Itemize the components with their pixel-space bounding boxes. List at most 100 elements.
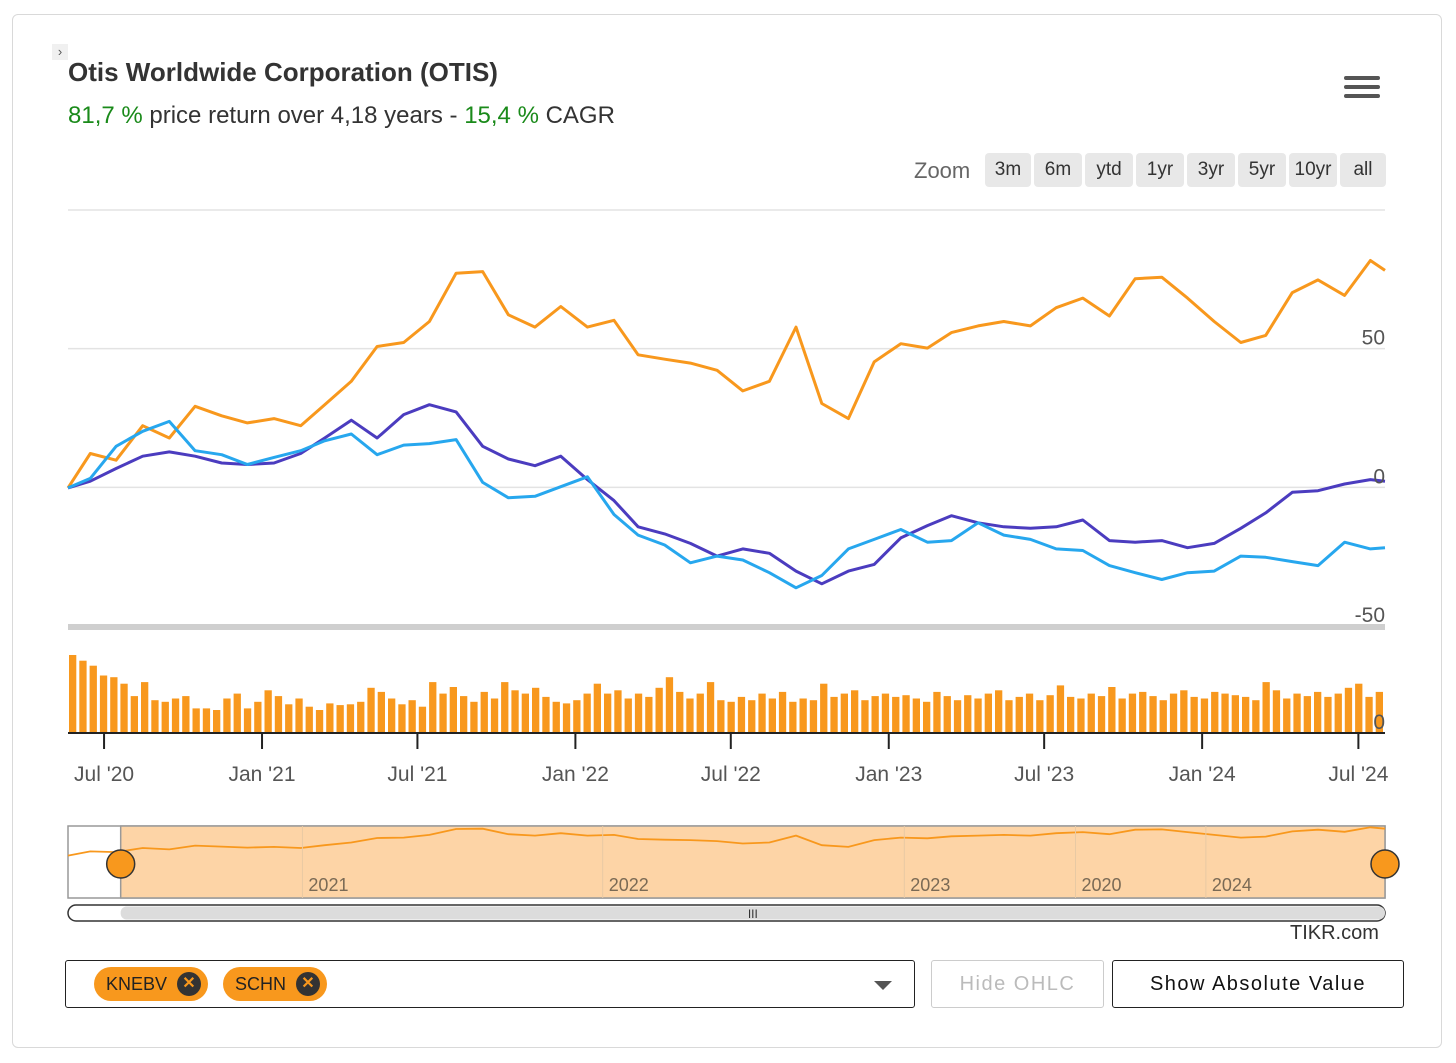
volume-bar <box>388 698 396 733</box>
volume-bar <box>1056 685 1065 733</box>
volume-bar <box>161 701 169 733</box>
volume-bar <box>274 696 283 733</box>
volume-bar <box>984 693 992 733</box>
zoom-button-ytd[interactable]: ytd <box>1085 153 1133 187</box>
volume-bar <box>99 675 108 733</box>
navigator-handle-left[interactable] <box>105 849 136 879</box>
volume-bar <box>315 710 324 733</box>
navigator-year-label: 2021 <box>308 875 348 895</box>
volume-bar <box>1149 696 1157 733</box>
volume-bar <box>1190 696 1198 733</box>
volume-bar <box>1221 693 1229 733</box>
volume-bar <box>264 690 272 733</box>
volume-bar <box>1252 700 1260 733</box>
scrollbar-thumb[interactable] <box>120 906 1385 920</box>
volume-bar <box>1036 700 1044 733</box>
volume-bar <box>542 696 550 733</box>
volume-bar <box>933 691 941 733</box>
volume-bar <box>1005 700 1013 733</box>
chip-knebv[interactable]: KNEBV ✕ <box>94 967 208 1001</box>
volume-bar <box>1108 687 1116 733</box>
volume-bar <box>295 698 303 733</box>
volume-bar <box>604 693 612 733</box>
y-tick-label: 0 <box>1373 465 1385 488</box>
volume-bar <box>840 693 848 733</box>
zoom-button-1yr[interactable]: 1yr <box>1136 153 1184 187</box>
volume-bar <box>809 700 818 733</box>
volume-bar <box>737 696 746 733</box>
navigator-handle-right[interactable] <box>1370 849 1400 879</box>
zoom-button-5yr[interactable]: 5yr <box>1238 153 1286 187</box>
series-line-schn <box>67 419 1386 590</box>
volume-bar <box>861 700 869 733</box>
volume-bar <box>727 701 735 733</box>
volume-bar <box>1139 691 1147 733</box>
navigator-year-label: 2022 <box>609 875 649 895</box>
volume-bar <box>923 701 931 733</box>
volume-bar <box>449 687 457 733</box>
show-absolute-value-button[interactable]: Show Absolute Value <box>1112 960 1404 1008</box>
volume-bar <box>254 701 262 733</box>
zoom-button-all[interactable]: all <box>1340 153 1386 187</box>
volume-bar <box>460 696 468 733</box>
volume-bar <box>665 677 674 733</box>
hamburger-menu-icon[interactable] <box>1344 76 1380 102</box>
volume-bar <box>1324 696 1332 733</box>
x-tick-label: Jan '22 <box>542 763 609 786</box>
chip-schn[interactable]: SCHN ✕ <box>223 967 327 1001</box>
credit-label: TIKR.com <box>1290 922 1379 944</box>
volume-bar <box>768 698 776 733</box>
volume-bar <box>1067 696 1075 733</box>
zoom-button-10yr[interactable]: 10yr <box>1289 153 1337 187</box>
remove-chip-icon[interactable]: ✕ <box>296 972 320 996</box>
chevron-down-icon[interactable] <box>874 981 892 990</box>
x-tick-label: Jul '24 <box>1328 763 1388 786</box>
volume-bar <box>1077 698 1085 733</box>
volume-bar <box>881 693 890 733</box>
volume-bar <box>182 696 190 733</box>
volume-bar <box>655 687 663 733</box>
volume-bar <box>69 655 77 733</box>
series-line-knebv <box>67 403 1386 586</box>
zoom-button-3m[interactable]: 3m <box>985 153 1031 187</box>
volume-bar <box>696 693 704 733</box>
zoom-button-3yr[interactable]: 3yr <box>1187 153 1235 187</box>
volume-bar <box>285 704 293 733</box>
volume-bar <box>470 701 478 733</box>
volume-bar <box>1231 695 1239 733</box>
volume-bar <box>357 701 365 733</box>
volume-bar <box>79 660 87 733</box>
volume-bar <box>830 696 838 733</box>
volume-bar <box>645 696 653 733</box>
cagr-text: CAGR <box>538 102 615 129</box>
volume-bar <box>995 690 1003 733</box>
navigator-mask <box>119 825 1386 899</box>
remove-chip-icon[interactable]: ✕ <box>177 972 201 996</box>
volume-bar <box>110 677 118 733</box>
volume-bar <box>490 698 499 733</box>
volume-bar <box>1303 696 1311 733</box>
volume-bar <box>532 687 540 733</box>
volume-bar <box>1375 691 1383 733</box>
hide-ohlc-button: Hide OHLC <box>931 960 1104 1008</box>
volume-bar <box>1046 695 1054 733</box>
volume-bar <box>1355 683 1363 733</box>
volume-bar <box>1344 687 1353 733</box>
volume-bar <box>1283 698 1291 733</box>
expand-icon[interactable]: › <box>52 44 68 60</box>
volume-bar <box>583 693 591 733</box>
volume-bar <box>1293 693 1301 733</box>
navigator-year-label: 2024 <box>1212 875 1252 895</box>
volume-bar <box>964 695 972 733</box>
x-tick-label: Jul '22 <box>701 763 761 786</box>
volume-bar <box>943 696 951 733</box>
compare-select[interactable]: KNEBV ✕ SCHN ✕ <box>65 960 915 1008</box>
volume-bar <box>501 682 509 733</box>
volume-bar <box>1314 691 1322 733</box>
zoom-button-6m[interactable]: 6m <box>1034 153 1082 187</box>
volume-bar <box>974 698 982 733</box>
chart-title: Otis Worldwide Corporation (OTIS) <box>68 57 498 87</box>
volume-bar <box>408 700 416 733</box>
volume-bar <box>1334 693 1342 733</box>
